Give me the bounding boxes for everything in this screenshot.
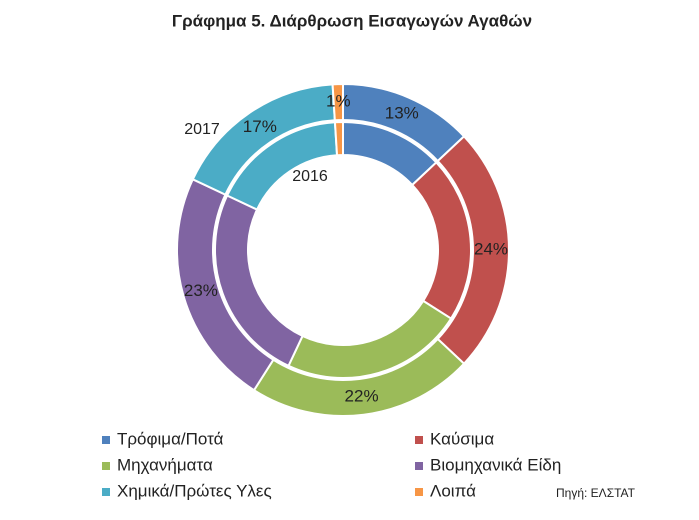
legend-swatch bbox=[415, 462, 423, 470]
legend-swatch bbox=[102, 462, 110, 470]
series-label: 2017 bbox=[184, 121, 220, 138]
data-label: 1% bbox=[326, 92, 351, 111]
data-label: 24% bbox=[474, 239, 508, 258]
legend-label: Καύσιμα bbox=[430, 429, 494, 448]
donut-slice bbox=[331, 82, 344, 122]
legend-label: Τρόφιμα/Ποτά bbox=[117, 429, 224, 448]
legend-label: Βιομηχανικά Είδη bbox=[430, 455, 561, 474]
legend-label: Μηχανήματα bbox=[117, 455, 213, 474]
legend-swatch bbox=[415, 488, 423, 496]
donut-slice bbox=[333, 120, 344, 157]
chart-title: Γράφημα 5. Διάρθρωση Εισαγωγών Αγαθών bbox=[172, 11, 532, 30]
data-label: 17% bbox=[243, 117, 277, 136]
legend-label: Λοιπά bbox=[430, 481, 476, 500]
source-note: Πηγή: ΕΛΣΤΑΤ bbox=[556, 486, 636, 500]
data-label: 22% bbox=[345, 386, 379, 405]
legend-swatch bbox=[102, 488, 110, 496]
series-label: 2016 bbox=[292, 168, 328, 185]
legend-swatch bbox=[415, 436, 423, 444]
legend-swatch bbox=[102, 436, 110, 444]
data-label: 23% bbox=[184, 281, 218, 300]
data-label: 13% bbox=[385, 104, 419, 123]
legend-label: Χημικά/Πρώτες Υλες bbox=[117, 481, 272, 500]
